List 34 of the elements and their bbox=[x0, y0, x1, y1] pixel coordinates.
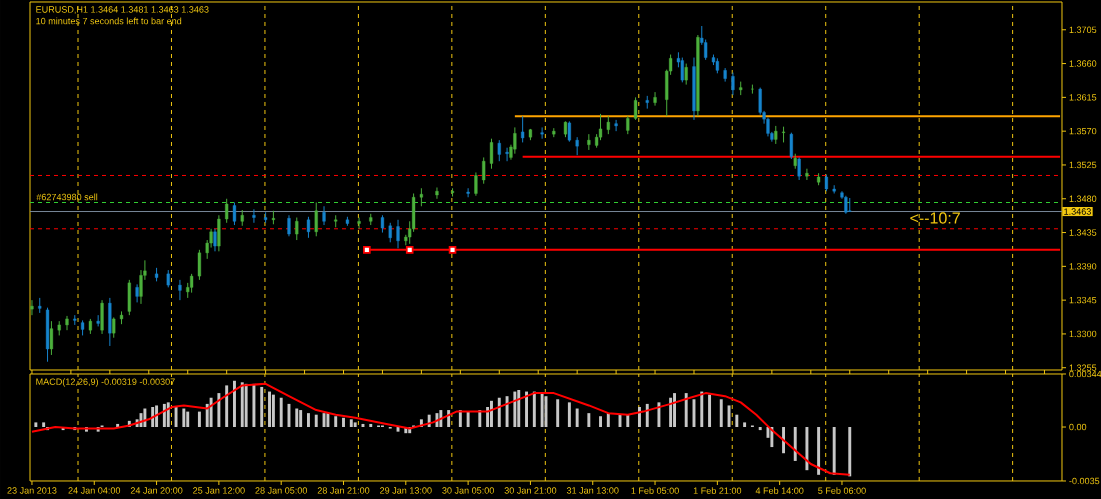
y-tick-label: -0.0035 bbox=[1069, 477, 1100, 485]
y-tick-label: 1.3660 bbox=[1069, 60, 1097, 67]
y-tick-label: 0.00344 bbox=[1069, 370, 1101, 378]
y-tick-label: 1.3300 bbox=[1069, 330, 1097, 338]
x-tick-label: 25 Jan 12:00 bbox=[193, 487, 245, 494]
x-tick-label: 31 Jan 13:00 bbox=[566, 487, 619, 494]
annotation: <--10:7 bbox=[910, 212, 960, 224]
x-tick-label: 30 Jan 21:00 bbox=[504, 487, 557, 494]
x-tick-label: 29 Jan 13:00 bbox=[380, 487, 432, 494]
text: 10 minutes 7 seconds left to bar end bbox=[36, 17, 182, 25]
x-tick-label: 28 Jan 05:00 bbox=[255, 487, 308, 494]
y-tick-label: 1.3390 bbox=[1069, 263, 1097, 270]
y-tick-label: 1.3255 bbox=[1069, 364, 1097, 371]
x-tick-label: 5 Feb 06:00 bbox=[818, 487, 866, 494]
x-tick-label: 1 Feb 21:00 bbox=[693, 487, 742, 494]
x-tick-label: 1 Feb 05:00 bbox=[631, 487, 679, 494]
x-tick-label: 24 Jan 04:00 bbox=[68, 487, 121, 494]
y-tick-label: 1.3525 bbox=[1069, 161, 1097, 169]
chart-title: MACD(12,26,9) -0.00319 -0.00307 bbox=[36, 378, 175, 387]
x-tick-label: 30 Jan 05:00 bbox=[442, 487, 494, 494]
y-tick-label: 1.3570 bbox=[1069, 127, 1097, 135]
x-tick-label: 24 Jan 20:00 bbox=[130, 487, 183, 494]
ref-line-label: 1.3463 bbox=[1064, 208, 1091, 215]
x-tick-label: 23 Jan 2013 bbox=[7, 487, 57, 494]
y-tick-label: 0.00 bbox=[1069, 423, 1087, 431]
ref-line-label: #62743980 sell bbox=[36, 193, 98, 201]
y-tick-label: 1.3435 bbox=[1069, 229, 1097, 236]
chart-title: EURUSD,H1 1.3464 1.3481 1.3463 1.3463 bbox=[36, 6, 209, 14]
y-tick-label: 1.3615 bbox=[1069, 94, 1097, 101]
x-tick-label: 28 Jan 21:00 bbox=[317, 487, 370, 494]
y-tick-label: 1.3705 bbox=[1069, 26, 1097, 33]
y-tick-label: 1.3480 bbox=[1069, 195, 1097, 202]
x-tick-label: 4 Feb 14:00 bbox=[755, 487, 804, 494]
y-tick-label: 1.3345 bbox=[1069, 296, 1097, 304]
